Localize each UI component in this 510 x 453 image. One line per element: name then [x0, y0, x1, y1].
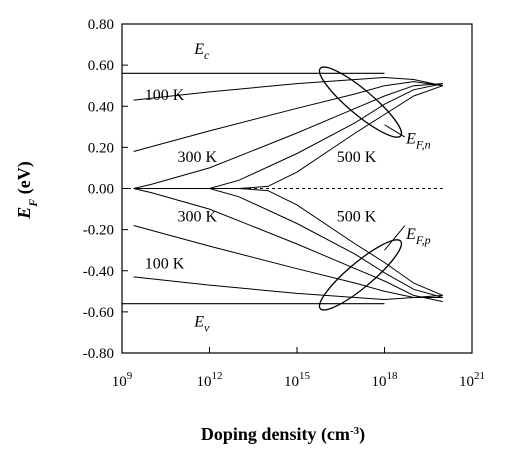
- annotation-layer: Ec Ev 100 K 300 K 500 K 300 K 500 K 100 K EF,n EF…: [145, 41, 431, 334]
- leader-line-1: [384, 225, 406, 251]
- series-ef-n-100-k: [133, 76, 443, 101]
- y-tick-label: 0.00: [88, 182, 114, 198]
- series-ef-p-300-k: [133, 188, 443, 303]
- leader-line-0: [384, 124, 406, 138]
- y-tick-label: 0.20: [88, 140, 114, 156]
- series-ef-p-500-k: [133, 188, 443, 296]
- y-tick-label: 0.60: [88, 58, 114, 74]
- series-ef-n-300-k: [133, 83, 443, 189]
- series-ef-p-100-k: [133, 276, 443, 301]
- x-tick-labels: 109 1012 1015 1018 1021: [112, 370, 485, 390]
- y-axis-title: EF (eV): [14, 161, 40, 220]
- annotation-t500n: 500 K: [337, 149, 377, 166]
- annotation-t500p: 500 K: [337, 208, 377, 225]
- annotation-efp: EF,p: [405, 226, 431, 247]
- y-tick-label: -0.80: [83, 346, 114, 362]
- annotation-t100n: 100 K: [145, 87, 185, 104]
- ellipse-ef-n: [318, 66, 403, 138]
- annotation-ev: Ev: [193, 313, 210, 334]
- y-tick-label: -0.60: [83, 305, 114, 321]
- annotation-ec: Ec: [193, 41, 210, 62]
- annotation-t300p: 300 K: [178, 208, 218, 225]
- x-tick-label: 1012: [197, 370, 223, 390]
- series-ef-n-400-k: [133, 83, 443, 189]
- ellipse-ef-p: [318, 239, 403, 311]
- x-tick-label: 109: [112, 370, 133, 390]
- y-tick-label: 0.40: [88, 99, 114, 115]
- y-tick-label: 0.80: [88, 17, 114, 33]
- tick-marks: [121, 23, 473, 354]
- series-ef-n-200-k: [133, 81, 443, 152]
- curves-layer: [122, 72, 443, 305]
- annotation-efn: EF,n: [405, 130, 431, 151]
- annotation-t100p: 100 K: [145, 256, 185, 273]
- x-tick-label: 1021: [459, 370, 485, 390]
- annotation-t300n: 300 K: [178, 149, 218, 166]
- x-axis-title: Doping density (cm-3): [201, 424, 365, 445]
- x-tick-label: 1015: [284, 370, 311, 390]
- x-tick-label: 1018: [372, 370, 399, 390]
- ellipse-layer: [318, 66, 403, 311]
- y-tick-label: -0.40: [83, 264, 114, 280]
- leader-layer: [384, 124, 406, 251]
- y-tick-labels: 0.80 0.60 0.40 0.20 0.00 -0.20 -0.40 -0.60 -0.80: [83, 17, 114, 362]
- series-ef-p-400-k: [133, 188, 443, 298]
- y-tick-label: -0.20: [83, 223, 114, 239]
- series-ef-n-500-k: [133, 85, 443, 189]
- series-ef-p-200-k: [133, 225, 443, 298]
